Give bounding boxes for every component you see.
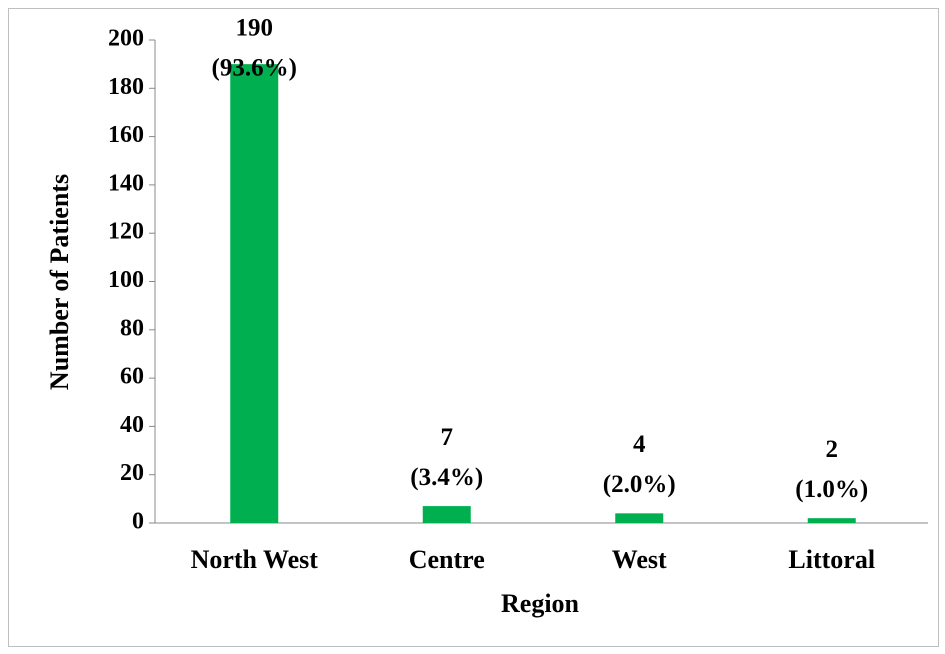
y-tick-label: 40 xyxy=(120,412,144,438)
data-label-share: (1.0%) xyxy=(795,476,868,503)
y-tick-label: 160 xyxy=(108,122,144,148)
y-tick-label: 120 xyxy=(108,219,144,245)
y-tick-label: 0 xyxy=(132,509,144,535)
data-label: 7 xyxy=(441,424,454,451)
data-label-share: (93.6%) xyxy=(212,55,297,82)
y-tick-label: 20 xyxy=(120,460,144,486)
data-label-share: (2.0%) xyxy=(603,471,676,498)
y-tick-label: 200 xyxy=(108,26,144,52)
y-tick-label: 100 xyxy=(108,267,144,293)
y-tick-label: 80 xyxy=(120,315,144,341)
bar xyxy=(422,506,471,523)
y-tick-label: 180 xyxy=(108,74,144,100)
bar xyxy=(230,64,279,524)
x-tick-label: West xyxy=(612,545,667,574)
x-tick-label: North West xyxy=(191,545,319,574)
bar xyxy=(807,518,856,523)
data-label: 4 xyxy=(633,431,646,458)
x-tick-label: Littoral xyxy=(788,545,875,574)
y-tick-label: 140 xyxy=(108,170,144,196)
data-label: 2 xyxy=(826,436,839,463)
x-axis-title: Region xyxy=(501,589,580,618)
chart-border xyxy=(8,8,939,647)
data-label-share: (3.4%) xyxy=(410,464,483,491)
x-tick-label: Centre xyxy=(409,545,485,574)
y-tick-label: 60 xyxy=(120,364,144,390)
data-label: 190 xyxy=(236,15,274,42)
y-axis-title: Number of Patients xyxy=(45,174,74,390)
bar xyxy=(615,513,664,523)
